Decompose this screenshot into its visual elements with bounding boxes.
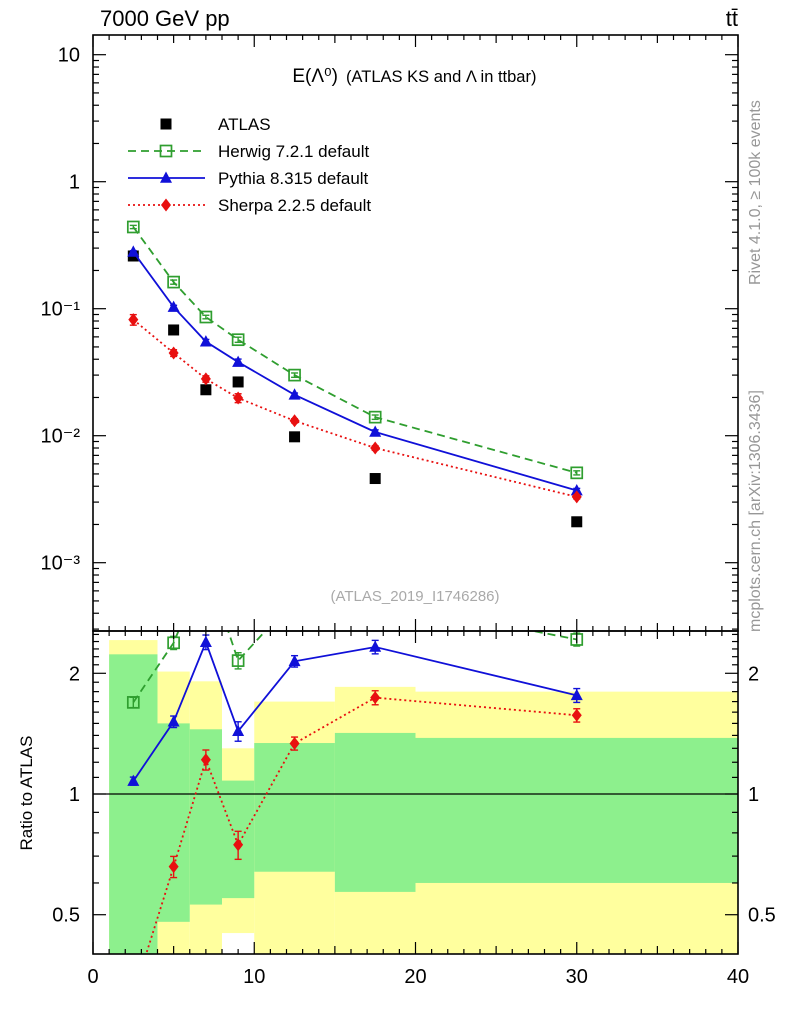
plot-title-observable: E(Λ⁰) [292,66,338,87]
main-y-tick-label: 1 [69,172,80,194]
sherpa-marker [168,346,179,360]
data-uncertainty-band-inner [334,732,416,892]
atlas-marker [289,431,301,443]
herwig-marker [570,466,584,480]
sherpa-legend-marker [161,198,171,212]
ratio-y-tick-label-left: 1 [69,784,80,806]
herwig-marker [231,333,245,347]
x-axis-tick-label: 40 [727,966,749,988]
mcplots-arxiv-label: mcplots.cern.ch [arXiv:1306.3436] [747,390,764,632]
pythia-marker [232,355,245,367]
pythia-ratio-marker [369,640,382,652]
rivet-version-label: Rivet 4.1.0, ≥ 100k events [747,100,764,285]
herwig-marker [199,310,213,324]
legend-label-atlas: ATLAS [218,115,271,134]
pythia-marker [288,388,301,400]
herwig-marker [167,275,180,289]
main-panel-series [126,220,584,528]
sherpa-marker [233,391,244,405]
herwig-marker [368,410,382,424]
pythia-line [132,251,578,492]
pythia-marker [167,300,180,312]
atlas-marker [168,324,180,336]
legend-label-herwig: Herwig 7.2.1 default [218,142,369,161]
ratio-y-tick-label-left: 2 [69,663,80,685]
beam-energy-label: 7000 GeV pp [100,6,230,31]
sherpa-line [132,318,577,498]
sherpa-marker [200,372,211,386]
ratio-uncertainty-bands [109,640,738,954]
ratio-y-tick-label-right: 1 [748,784,759,806]
sherpa-marker [289,414,300,428]
process-label: tt̄ [726,6,738,31]
pythia-marker [127,245,140,257]
sherpa-ratio-marker [289,736,300,750]
sherpa-marker [370,441,381,455]
pythia-legend-marker [160,171,172,183]
x-axis-tick-label: 30 [566,966,588,988]
herwig-line [132,226,577,474]
data-uncertainty-band-inner [415,737,738,883]
sherpa-ratio-marker [233,838,244,852]
sherpa-marker [128,313,139,327]
herwig-marker [288,368,301,382]
atlas-marker [571,516,583,528]
atlas-marker [369,473,381,485]
sherpa-ratio-marker [571,708,582,722]
atlas-marker [200,384,212,396]
axis-tick-labels: 0 10 20 30 40 10 1 10⁻¹ 10⁻² 10⁻³ 0.5 0.5 1 1 2 2 [41,45,776,988]
ratio-y-tick-label-right: 0.5 [748,905,776,927]
sherpa-ratio-marker [370,691,381,705]
pythia-ratio-marker [167,715,180,727]
x-axis-tick-label: 10 [243,966,265,988]
plot-title-description: (ATLAS KS and Λ in ttbar) [346,68,536,86]
data-uncertainty-band-inner [157,723,190,922]
legend-label-pythia: Pythia 8.315 default [218,169,369,188]
pythia-ratio-marker [288,654,301,667]
x-axis-tick-label: 0 [87,966,98,988]
sherpa-ratio-marker [200,753,211,767]
ratio-y-tick-label-right: 2 [748,663,759,685]
ratio-panel-series [126,631,584,954]
legend-label-sherpa: Sherpa 2.2.5 default [218,196,371,215]
pythia-ratio-marker [127,774,140,786]
herwig-legend-marker [159,144,173,158]
pythia-ratio-marker [232,724,245,737]
herwig-ratio-marker [231,654,245,667]
axis-ticks [92,35,739,954]
main-y-tick-label: 10 [58,45,80,67]
pythia-marker [199,335,212,347]
main-y-tick-label: 10⁻³ [41,553,81,575]
ratio-y-tick-label-left: 0.5 [52,905,80,927]
x-axis-tick-label: 20 [404,966,426,988]
pythia-marker [369,425,382,437]
legend-glyphs [128,118,205,212]
pythia-ratio-marker [570,688,583,701]
atlas-legend-marker [160,118,172,130]
sherpa-marker [571,490,582,504]
main-panel-frame [92,34,739,632]
sherpa-ratio-marker [168,860,179,874]
main-y-tick-label: 10⁻¹ [41,299,81,321]
pythia-ratio-marker [199,635,212,647]
herwig-ratio-marker [126,696,140,709]
main-y-tick-label: 10⁻² [41,426,81,448]
generated-graphics: 0 10 20 30 40 10 1 10⁻¹ 10⁻² 10⁻³ 0.5 0.5 1 1 2 2 [41,34,776,988]
data-uncertainty-band-inner [254,743,335,872]
atlas-marker [232,376,244,388]
ratio-axis-title: Ratio to ATLAS [17,736,36,851]
pythia-marker [570,484,583,496]
herwig-marker [126,220,140,234]
analysis-watermark: (ATLAS_2019_I1746286) [330,588,499,605]
